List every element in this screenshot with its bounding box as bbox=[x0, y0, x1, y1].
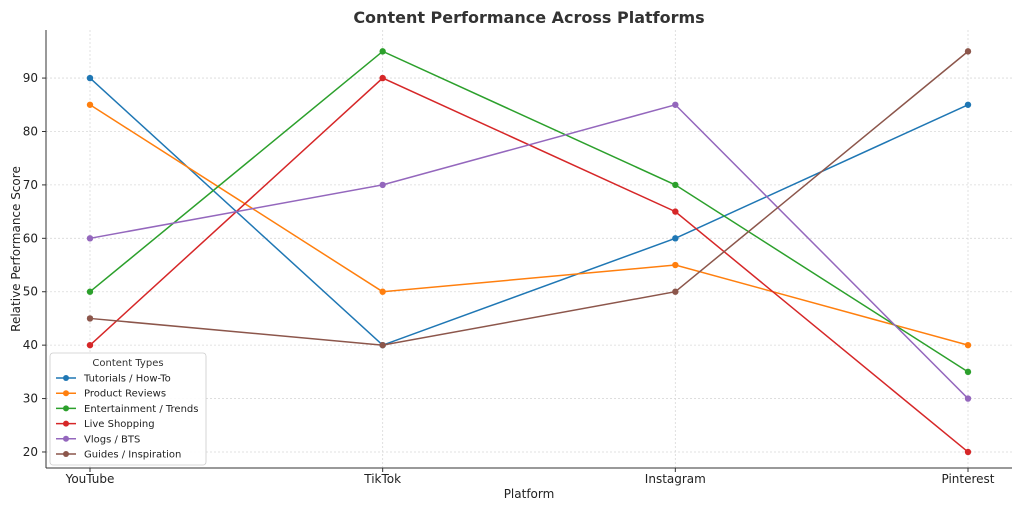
data-point bbox=[86, 288, 94, 295]
data-point bbox=[86, 101, 94, 108]
legend-swatch-marker bbox=[63, 420, 69, 427]
series-guides-inspiration bbox=[86, 48, 972, 349]
legend-item: Tutorials / How-To bbox=[56, 374, 171, 385]
data-point bbox=[964, 448, 972, 456]
series-live-shopping bbox=[86, 74, 972, 456]
data-point bbox=[86, 74, 94, 82]
legend: Content Types Tutorials / How-To Product … bbox=[49, 352, 207, 466]
chart-title: Content Performance Across Platforms bbox=[353, 8, 704, 27]
legend-item: Live Shopping bbox=[56, 419, 155, 430]
x-tick-label: YouTube bbox=[65, 472, 115, 486]
legend-frame bbox=[49, 352, 207, 466]
legend-swatch-marker bbox=[63, 390, 69, 397]
series-product-reviews bbox=[86, 101, 972, 349]
legend-swatch-marker bbox=[63, 451, 69, 457]
legend-label: Product Reviews bbox=[84, 389, 166, 400]
x-tick-label: Instagram bbox=[645, 472, 706, 486]
y-tick-label: 50 bbox=[23, 285, 38, 299]
legend-label: Vlogs / BTS bbox=[84, 434, 140, 445]
data-point bbox=[379, 341, 386, 349]
legend-label: Entertainment / Trends bbox=[84, 404, 198, 415]
series-tutorials-how-to bbox=[86, 74, 972, 349]
legend-label: Tutorials / How-To bbox=[83, 374, 171, 385]
y-tick-label: 90 bbox=[23, 71, 38, 85]
series-line bbox=[89, 77, 969, 453]
axes-layer: YouTube TikTok Instagram Pinterest 20 30 40 50 6… bbox=[23, 30, 1012, 486]
y-axis-label: Relative Performance Score bbox=[9, 166, 23, 332]
y-tick-label: 30 bbox=[23, 392, 38, 406]
data-point bbox=[964, 341, 972, 349]
legend-swatch-marker bbox=[63, 405, 69, 412]
series-line bbox=[89, 50, 969, 346]
data-point bbox=[964, 395, 972, 402]
legend-title: Content Types bbox=[92, 358, 163, 369]
legend-item: Guides / Inspiration bbox=[56, 450, 181, 461]
y-tick-label: 40 bbox=[23, 338, 38, 352]
data-point bbox=[86, 341, 94, 349]
data-point bbox=[672, 235, 679, 242]
x-tick-label: TikTok bbox=[363, 472, 401, 486]
data-point bbox=[672, 288, 679, 295]
y-tick-label: 60 bbox=[23, 231, 38, 245]
data-point bbox=[379, 74, 386, 82]
series-entertainment-trends bbox=[86, 48, 972, 376]
data-point bbox=[672, 181, 679, 189]
data-point bbox=[964, 48, 972, 55]
y-tick-label: 70 bbox=[23, 178, 38, 192]
series-line bbox=[89, 103, 969, 400]
data-point bbox=[379, 48, 386, 55]
data-point bbox=[379, 288, 386, 295]
series-line bbox=[89, 50, 969, 373]
legend-items: Tutorials / How-To Product Reviews Enterta… bbox=[56, 374, 198, 461]
data-point bbox=[86, 235, 94, 242]
series-line bbox=[89, 104, 969, 346]
data-point bbox=[672, 261, 679, 269]
data-point bbox=[964, 101, 972, 108]
legend-item: Product Reviews bbox=[56, 389, 166, 400]
series-vlogs-bts bbox=[86, 101, 972, 402]
data-point bbox=[672, 101, 679, 108]
x-axis-label: Platform bbox=[504, 487, 555, 501]
data-point bbox=[672, 208, 679, 215]
legend-label: Guides / Inspiration bbox=[84, 450, 181, 461]
series-layer bbox=[86, 48, 972, 456]
y-tick-label: 20 bbox=[23, 445, 38, 459]
legend-item: Vlogs / BTS bbox=[56, 434, 140, 445]
legend-swatch-marker bbox=[63, 435, 69, 442]
data-point bbox=[379, 181, 386, 189]
legend-swatch-marker bbox=[63, 375, 69, 381]
legend-label: Live Shopping bbox=[84, 419, 155, 430]
y-tick-label: 80 bbox=[23, 124, 38, 138]
data-point bbox=[86, 315, 94, 322]
legend-item: Entertainment / Trends bbox=[56, 404, 198, 415]
x-tick-label: Pinterest bbox=[941, 472, 994, 486]
data-point bbox=[964, 368, 972, 376]
